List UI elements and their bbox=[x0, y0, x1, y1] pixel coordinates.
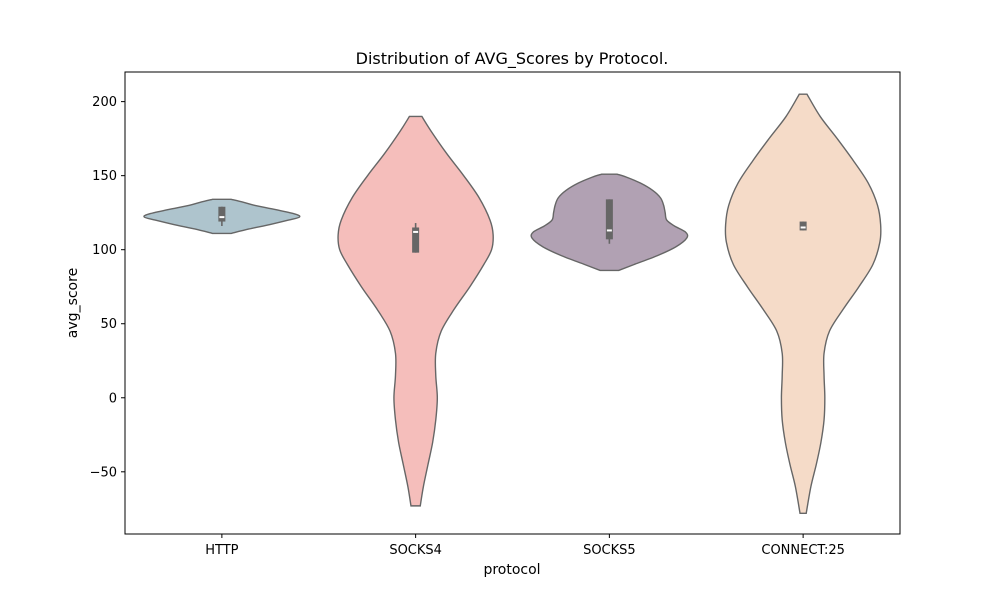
x-axis-title: protocol bbox=[483, 562, 540, 578]
y-tick-label: 150 bbox=[92, 169, 117, 184]
y-axis-title: avg_score bbox=[65, 268, 81, 338]
y-tick-label: −50 bbox=[90, 465, 117, 480]
x-tick-label: SOCKS5 bbox=[583, 543, 636, 558]
median-marker-connect-25 bbox=[800, 226, 806, 229]
box-layer bbox=[218, 199, 807, 253]
x-tick-label: CONNECT:25 bbox=[761, 543, 844, 558]
x-tick-label: HTTP bbox=[205, 543, 238, 558]
chart-title: Distribution of AVG_Scores by Protocol. bbox=[356, 49, 669, 69]
x-axis-ticks: HTTP SOCKS4 SOCKS5 CONNECT:25 bbox=[205, 534, 845, 558]
violin-connect-25 bbox=[724, 93, 882, 514]
y-tick-label: 200 bbox=[92, 95, 117, 110]
plot-frame bbox=[124, 71, 901, 535]
iqr-box-socks5 bbox=[605, 199, 613, 240]
violin-layer bbox=[143, 93, 882, 514]
y-axis-ticks: −50 0 50 100 150 200 bbox=[90, 95, 125, 480]
iqr-box-socks4 bbox=[412, 227, 420, 253]
y-tick-label: 50 bbox=[100, 317, 117, 332]
median-marker-socks4 bbox=[413, 230, 419, 233]
median-marker-http bbox=[219, 216, 225, 219]
iqr-box-connect-25 bbox=[799, 221, 807, 231]
violin-socks4 bbox=[337, 115, 494, 507]
x-tick-label: SOCKS4 bbox=[389, 543, 442, 558]
y-tick-label: 0 bbox=[109, 391, 117, 406]
iqr-box-http bbox=[218, 206, 226, 222]
median-marker-socks5 bbox=[606, 229, 612, 232]
y-tick-label: 100 bbox=[92, 243, 117, 258]
